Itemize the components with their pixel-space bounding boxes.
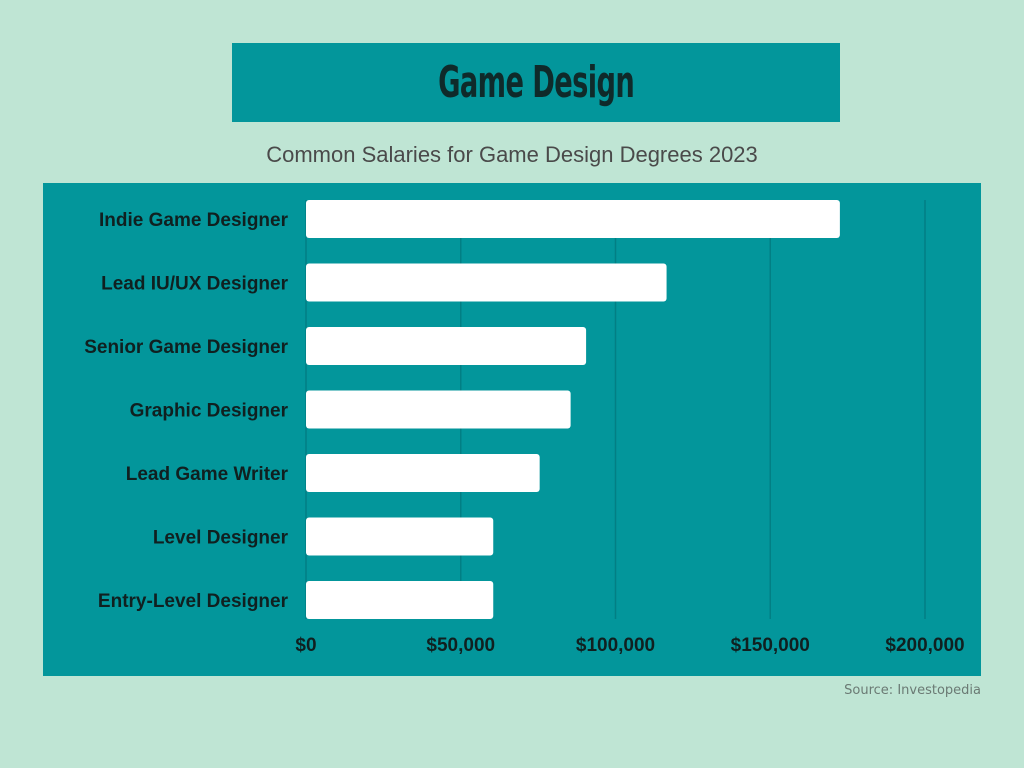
category-label: Graphic Designer	[130, 401, 289, 422]
x-tick-label: $150,000	[731, 635, 810, 656]
chart-subtitle: Common Salaries for Game Design Degrees …	[266, 142, 758, 167]
page-title: Game Design	[437, 57, 635, 108]
chart-panel: Indie Game Designer Lead IU/UX Designer Se…	[43, 183, 981, 676]
source-note: Source: Investopedia	[844, 683, 981, 698]
x-tick-label: $0	[295, 635, 316, 656]
bar	[306, 390, 571, 429]
bar	[306, 263, 667, 302]
category-label: Senior Game Designer	[84, 337, 288, 358]
bar	[306, 581, 494, 619]
title-banner: Game Design	[232, 43, 840, 122]
category-label: Level Designer	[153, 528, 289, 549]
category-label: Lead IU/UX Designer	[101, 274, 288, 295]
bar	[306, 327, 587, 365]
category-label: Lead Game Writer	[126, 464, 289, 485]
category-label: Indie Game Designer	[99, 210, 289, 231]
category-label: Entry-Level Designer	[98, 591, 289, 612]
x-tick-label: $100,000	[576, 635, 655, 656]
bar	[306, 454, 540, 492]
bar-chart: Indie Game Designer Lead IU/UX Designer Se…	[84, 200, 965, 656]
bar	[306, 200, 840, 238]
bar	[306, 517, 494, 556]
x-tick-label: $50,000	[426, 635, 495, 656]
x-tick-label: $200,000	[885, 635, 964, 656]
